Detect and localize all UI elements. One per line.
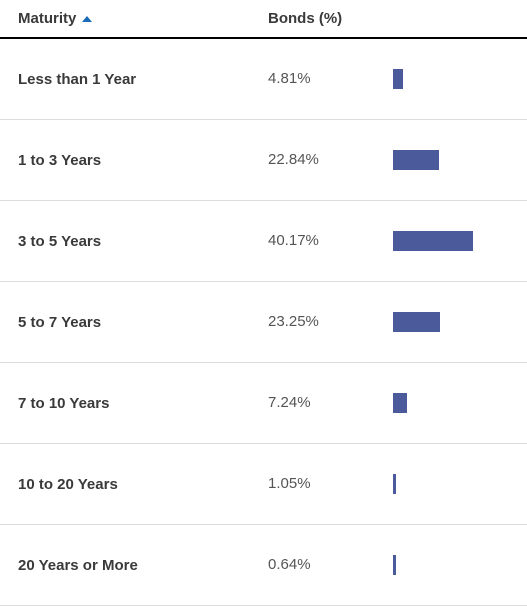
- column-header-bonds-label: Bonds (%): [268, 10, 342, 27]
- maturity-label: 5 to 7 Years: [18, 314, 101, 331]
- bonds-value: 7.24%: [268, 394, 311, 411]
- bonds-bar: [393, 555, 396, 575]
- table-row: Less than 1 Year 4.81%: [0, 39, 527, 120]
- table-row: 20 Years or More 0.64%: [0, 525, 527, 606]
- bonds-value: 40.17%: [268, 232, 319, 249]
- maturity-label: 7 to 10 Years: [18, 395, 109, 412]
- table-row: 10 to 20 Years 1.05%: [0, 444, 527, 525]
- table-row: 3 to 5 Years 40.17%: [0, 201, 527, 282]
- column-header-maturity-label: Maturity: [18, 10, 76, 27]
- maturity-label: Less than 1 Year: [18, 71, 136, 88]
- column-header-maturity[interactable]: Maturity: [18, 10, 268, 27]
- table-row: 5 to 7 Years 23.25%: [0, 282, 527, 363]
- bonds-bar: [393, 150, 439, 170]
- maturity-label: 1 to 3 Years: [18, 152, 101, 169]
- sort-asc-icon: [82, 16, 92, 22]
- maturity-label: 20 Years or More: [18, 557, 138, 574]
- bonds-value: 23.25%: [268, 313, 319, 330]
- bonds-bar: [393, 69, 403, 89]
- table-row: 1 to 3 Years 22.84%: [0, 120, 527, 201]
- bonds-value: 4.81%: [268, 70, 311, 87]
- maturity-label: 10 to 20 Years: [18, 476, 118, 493]
- bonds-bar: [393, 231, 473, 251]
- bonds-value: 22.84%: [268, 151, 319, 168]
- bonds-value: 1.05%: [268, 475, 311, 492]
- column-header-bonds[interactable]: Bonds (%): [268, 10, 393, 27]
- maturity-table: Maturity Bonds (%) Less than 1 Year 4.81%…: [0, 0, 527, 606]
- table-row: 7 to 10 Years 7.24%: [0, 363, 527, 444]
- bonds-bar: [393, 312, 440, 332]
- table-header-row: Maturity Bonds (%): [0, 0, 527, 39]
- table-body: Less than 1 Year 4.81% 1 to 3 Years 22.84% 3…: [0, 39, 527, 606]
- bonds-value: 0.64%: [268, 556, 311, 573]
- bonds-bar: [393, 393, 407, 413]
- maturity-label: 3 to 5 Years: [18, 233, 101, 250]
- bonds-bar: [393, 474, 396, 494]
